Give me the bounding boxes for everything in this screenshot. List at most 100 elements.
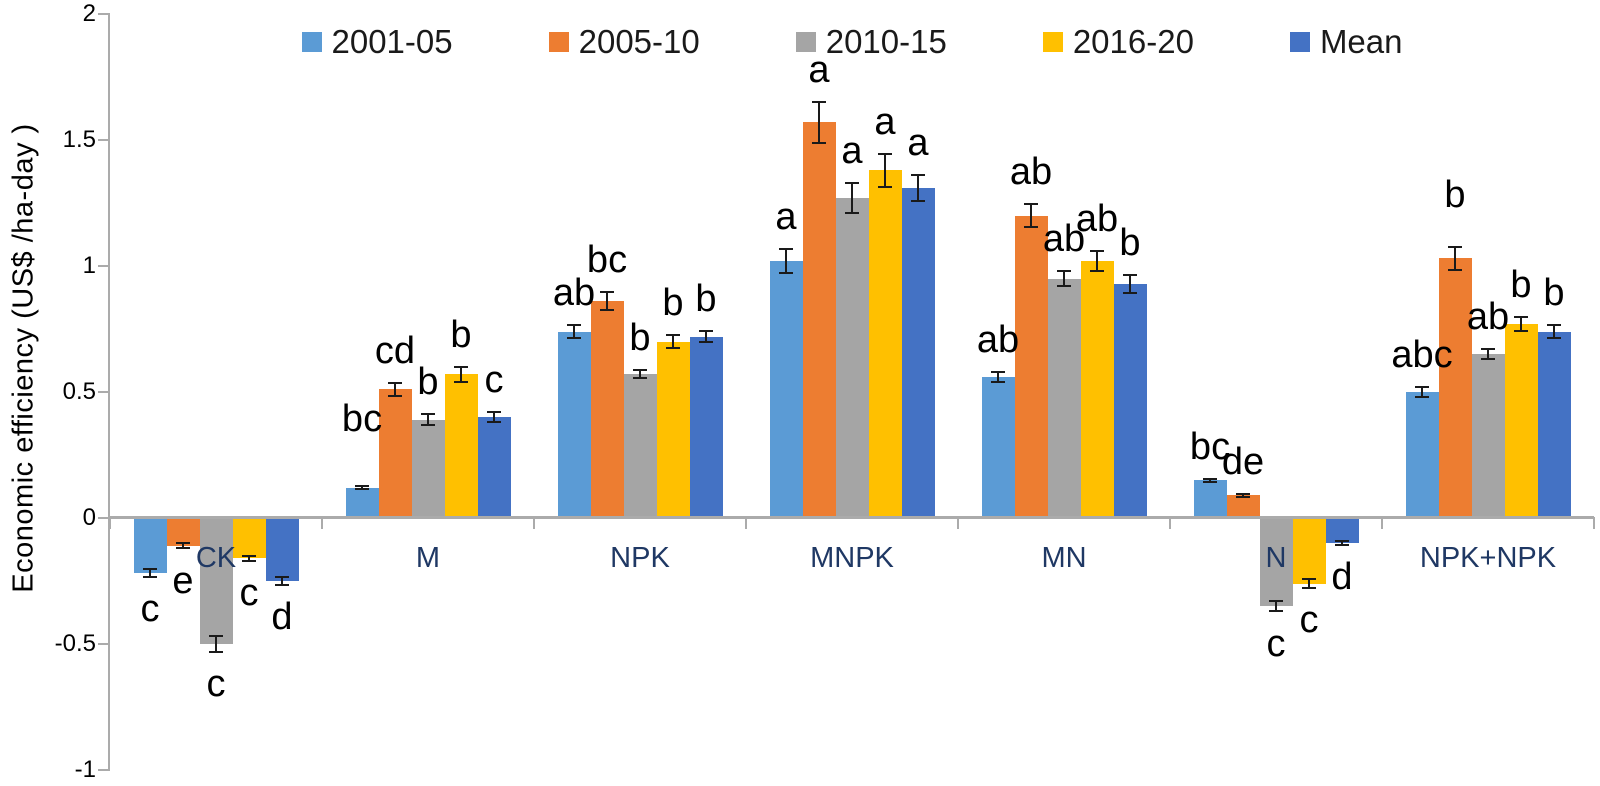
sig-letter-m-2016-20: b	[450, 313, 472, 356]
error-bar-part	[454, 381, 468, 384]
x-category-label-npk+npk: NPK+NPK	[1419, 542, 1557, 574]
bar-m-mean	[477, 417, 511, 518]
error-bar-part	[248, 554, 250, 563]
error-bar-m-2005-10	[388, 381, 402, 398]
error-bar-part	[1335, 544, 1349, 547]
bar-mnpk-2001-05	[769, 260, 803, 518]
error-bar-part	[242, 554, 256, 557]
error-bar-npk-2005-10	[600, 291, 614, 312]
bar-m-2001-05	[345, 487, 379, 518]
error-bar-part	[143, 568, 157, 571]
error-bar-part	[705, 330, 707, 343]
error-bar-part	[1547, 337, 1561, 340]
legend-item-2010-15: 2010-15	[795, 23, 947, 61]
y-tick-label--0.5: -0.5	[54, 630, 96, 657]
bar-ck-2010-15	[199, 518, 233, 644]
error-bar-part	[878, 152, 892, 155]
error-bar-m-2001-05	[355, 485, 369, 491]
sig-letter-npk-2010-15: b	[629, 317, 651, 360]
error-bar-part	[1269, 610, 1283, 613]
legend-label: Mean	[1319, 23, 1403, 60]
error-bar-part	[1487, 347, 1489, 361]
bar-n-2001-05	[1193, 480, 1227, 518]
x-axis-group-tick	[745, 517, 747, 529]
sig-letter-mn-2016-20: ab	[1075, 197, 1119, 240]
error-bar-part	[1302, 586, 1316, 589]
error-bar-part	[1308, 578, 1310, 589]
error-bar-part	[1063, 269, 1065, 288]
sig-letter-npk+npk-mean: b	[1543, 271, 1565, 314]
error-bar-npk-2010-15	[633, 369, 647, 380]
error-bar-npk+npk-2010-15	[1481, 347, 1495, 361]
sig-letter-mnpk-2005-10: a	[808, 48, 830, 91]
error-bar-part	[812, 100, 826, 103]
x-axis-group-tick	[321, 517, 323, 529]
error-bar-part	[1302, 578, 1316, 581]
bar-mnpk-2016-20	[868, 170, 902, 518]
bar-n-2005-10	[1226, 495, 1260, 518]
error-bar-part	[991, 381, 1005, 384]
y-tick-label--1: -1	[74, 756, 96, 783]
sig-letter-mn-mean: b	[1119, 221, 1141, 264]
legend-marker-icon	[548, 32, 569, 52]
error-bar-part	[812, 141, 826, 144]
error-bar-mnpk-2001-05	[779, 248, 793, 274]
bar-mn-2005-10	[1014, 215, 1048, 518]
bar-npk+npk-2001-05	[1405, 392, 1439, 518]
error-bar-part	[388, 381, 402, 384]
error-bar-part	[633, 377, 647, 380]
error-bar-part	[209, 650, 223, 653]
error-bar-part	[209, 635, 223, 638]
error-bar-part	[1481, 358, 1495, 361]
y-tick-label-1.5: 1.5	[62, 126, 96, 153]
error-bar-part	[460, 365, 462, 384]
error-bar-part	[1481, 347, 1495, 350]
error-bar-part	[917, 174, 919, 202]
sig-letter-npk+npk-2001-05: abc	[1391, 333, 1453, 376]
bar-m-2005-10	[378, 389, 412, 518]
x-axis-line	[110, 516, 1594, 519]
sig-letter-mn-2005-10: ab	[1009, 151, 1053, 193]
error-bar-npk+npk-2001-05	[1415, 385, 1429, 399]
error-bar-part	[1341, 540, 1343, 547]
error-bar-npk+npk-mean	[1547, 323, 1561, 340]
legend-marker-icon	[301, 32, 322, 52]
sig-letter-npk+npk-2016-20: b	[1510, 264, 1532, 307]
error-bar-part	[454, 365, 468, 368]
error-bar-part	[997, 370, 999, 384]
sig-letter-m-2005-10: cd	[374, 329, 416, 372]
error-bar-part	[1024, 226, 1038, 229]
error-bar-part	[911, 174, 925, 177]
sig-letter-npk-mean: b	[695, 278, 717, 321]
error-bar-part	[394, 381, 396, 398]
sig-letter-ck-mean: d	[271, 596, 293, 639]
error-bar-npk-mean	[699, 330, 713, 343]
y-tick-label-0.5: 0.5	[62, 378, 96, 405]
bar-npk-2005-10	[590, 301, 624, 518]
error-bar-part	[779, 271, 793, 274]
x-category-label-mn: MN	[1041, 542, 1087, 574]
error-bar-part	[567, 323, 581, 326]
error-bar-part	[779, 248, 793, 251]
error-bar-n-2001-05	[1203, 477, 1217, 483]
sig-letter-m-2001-05: bc	[341, 398, 383, 441]
x-category-label-mnpk: MNPK	[810, 542, 894, 574]
legend-marker-icon	[795, 32, 816, 52]
error-bar-part	[1454, 245, 1456, 272]
bar-ck-2005-10	[166, 518, 200, 546]
error-bar-part	[493, 410, 495, 424]
error-bar-part	[427, 413, 429, 426]
x-axis-group-tick	[1381, 517, 1383, 529]
sig-letter-mn-2001-05: ab	[976, 318, 1020, 361]
legend-label: 2005-10	[578, 23, 700, 60]
legend-marker-icon	[1289, 32, 1310, 52]
legend: 2001-05 2005-10 2010-15 2016-20 Mean	[110, 22, 1594, 62]
error-bar-n-mean	[1335, 540, 1349, 547]
error-bar-part	[361, 485, 363, 491]
error-bar-part	[1269, 599, 1283, 602]
bar-npk+npk-2005-10	[1438, 258, 1472, 518]
error-bar-part	[672, 334, 674, 350]
sig-letter-n-mean: d	[1331, 556, 1353, 599]
error-bar-part	[785, 248, 787, 274]
bar-m-2010-15	[411, 419, 445, 518]
